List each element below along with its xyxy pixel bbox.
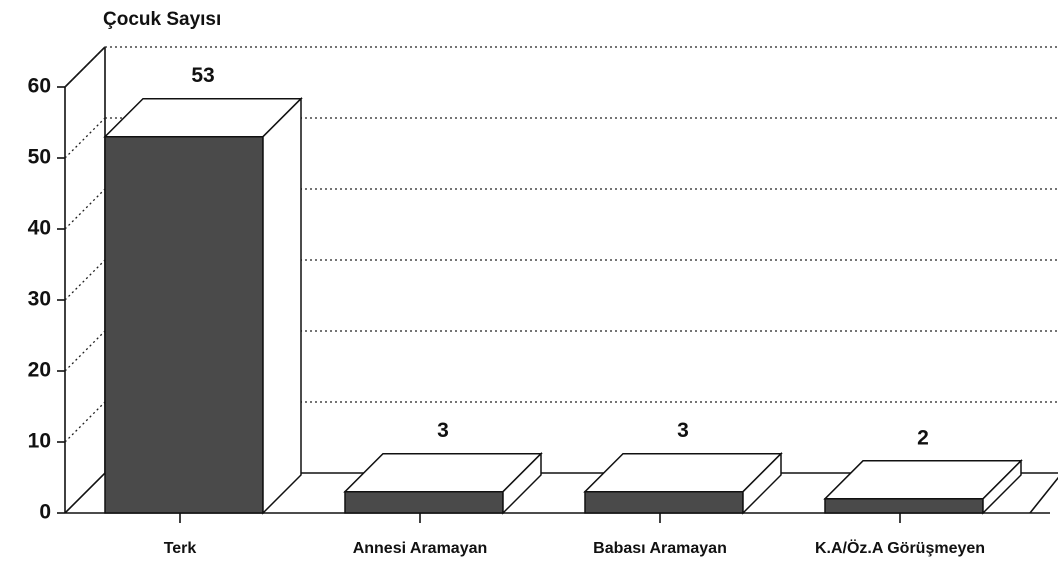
y-tick-label: 20: [28, 359, 51, 382]
grid-line: [64, 330, 106, 372]
bar: [824, 498, 984, 514]
y-tick-label: 30: [28, 288, 51, 311]
y-tick-label: 40: [28, 217, 51, 240]
x-tick-label: K.A/Öz.A Görüşmeyen: [815, 538, 985, 557]
data-label: 53: [191, 64, 214, 87]
bar: [584, 490, 744, 514]
bar-side: [742, 451, 782, 515]
y-tick-label: 10: [28, 430, 51, 453]
grid-line: [64, 401, 106, 443]
x-tick-label: Babası Aramayan: [593, 540, 727, 557]
y-tick-label: 50: [28, 146, 51, 169]
wall-top-edge: [64, 46, 106, 88]
grid-line: [64, 117, 106, 159]
bar-side: [982, 458, 1022, 515]
x-tick-label: Annesi Aramayan: [353, 540, 488, 557]
bar: [344, 490, 504, 514]
data-label: 3: [437, 419, 449, 442]
y-axis-label: Çocuk Sayısı: [103, 9, 221, 30]
grid-line: [64, 259, 106, 301]
grid-line: [64, 188, 106, 230]
bar-side: [502, 451, 542, 515]
x-tick-label: Terk: [164, 540, 197, 557]
floor-right: [1029, 476, 1058, 514]
bar-side: [262, 96, 302, 515]
y-tick-label: 60: [28, 75, 51, 98]
data-label: 2: [917, 426, 929, 449]
bar: [104, 135, 264, 514]
data-label: 3: [677, 419, 689, 442]
y-tick-label: 0: [39, 501, 51, 524]
